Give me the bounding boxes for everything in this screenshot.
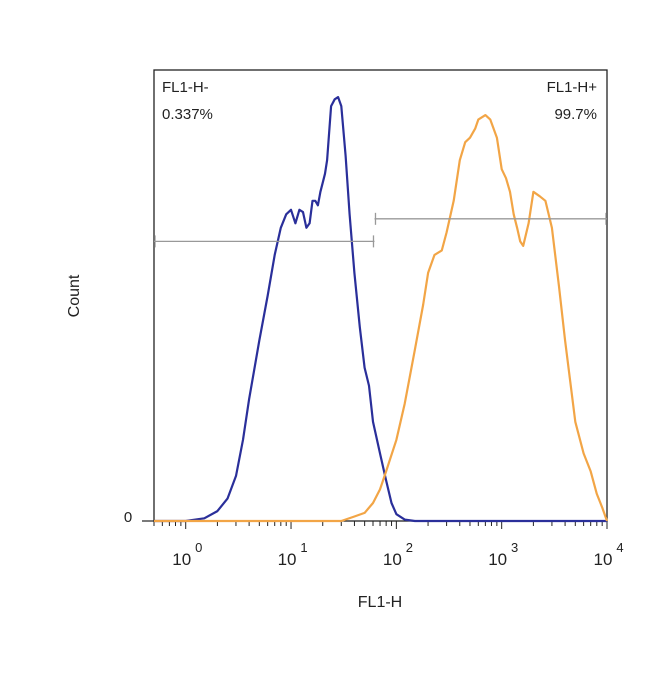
- histogram-series-2: [154, 114, 609, 523]
- gate-positive-label: FL1-H+: [547, 79, 598, 96]
- x-axis-label: FL1-H: [358, 594, 402, 611]
- x-tick-exponent: 4: [616, 540, 623, 555]
- x-tick-base: 10: [278, 550, 297, 569]
- x-tick-label: 101: [278, 540, 308, 569]
- x-tick-exponent: 3: [511, 540, 518, 555]
- gate-positive: [374, 212, 607, 225]
- x-tick-exponent: 1: [300, 540, 307, 555]
- x-tick-base: 10: [594, 550, 613, 569]
- x-tick-label: 10 0: [172, 540, 202, 569]
- gate-negative-label: FL1-H-: [162, 79, 209, 96]
- x-tick-label: 10 2: [383, 540, 413, 569]
- x-tick-exponent: 2: [406, 540, 413, 555]
- x-tick-label: 104: [594, 540, 624, 569]
- gate-positive-percent: 99.7%: [554, 106, 597, 123]
- x-tick-base: 10: [383, 550, 402, 569]
- x-tick-base: 10: [172, 550, 191, 569]
- x-tick-label: 10 3: [488, 540, 518, 569]
- histogram-series-1: [154, 96, 607, 523]
- gate-negative: [154, 235, 375, 248]
- y-axis-label: Count: [66, 274, 83, 317]
- x-tick-exponent: 0: [195, 540, 202, 555]
- y-tick-label-zero: 0: [124, 509, 132, 526]
- x-tick-base: 10: [488, 550, 507, 569]
- gate-negative-percent: 0.337%: [162, 106, 213, 123]
